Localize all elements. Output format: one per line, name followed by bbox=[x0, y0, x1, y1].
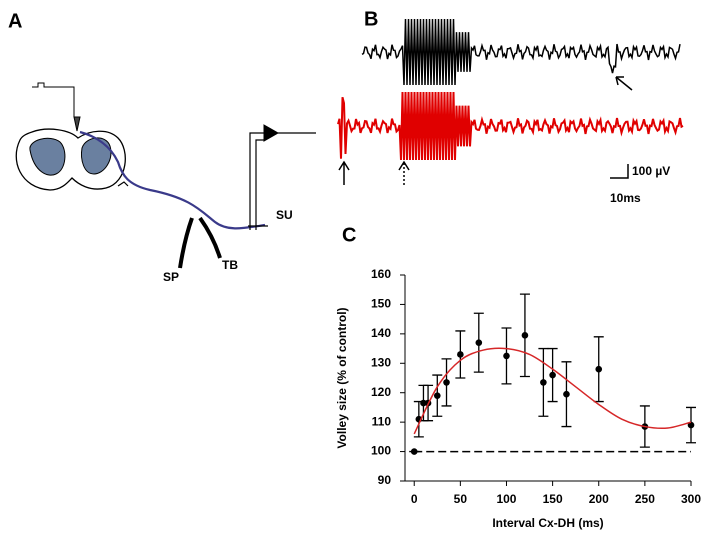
panel-label: A bbox=[8, 10, 22, 32]
x-tick-label: 150 bbox=[543, 492, 563, 506]
data-point bbox=[475, 339, 483, 346]
data-point bbox=[410, 448, 418, 455]
y-tick-label: 90 bbox=[378, 473, 392, 487]
data-point bbox=[443, 379, 450, 386]
trace bbox=[337, 91, 684, 161]
data-point bbox=[540, 379, 547, 386]
data-point bbox=[457, 351, 464, 358]
nerve-label: SU bbox=[276, 208, 293, 222]
y-tick-label: 110 bbox=[372, 414, 392, 428]
x-tick-label: 200 bbox=[589, 492, 609, 506]
x-tick-label: 100 bbox=[496, 492, 516, 506]
x-tick-label: 0 bbox=[411, 492, 418, 506]
fit-line bbox=[413, 347, 692, 435]
nerve-label: TB bbox=[222, 258, 238, 272]
data-point bbox=[687, 421, 695, 429]
panel-label: B bbox=[364, 8, 378, 30]
scale-label: 100 µV bbox=[632, 164, 670, 178]
data-point bbox=[420, 399, 427, 407]
y-tick-label: 120 bbox=[371, 385, 391, 399]
y-tick-label: 100 bbox=[371, 444, 391, 458]
y-tick-label: 160 bbox=[371, 267, 391, 281]
data-point bbox=[549, 371, 556, 379]
data-point bbox=[433, 392, 441, 399]
data-point bbox=[563, 390, 570, 398]
y-tick-label: 150 bbox=[371, 297, 391, 311]
x-tick-label: 50 bbox=[454, 492, 468, 506]
y-tick-label: 130 bbox=[371, 355, 391, 369]
y-tick-label: 140 bbox=[371, 326, 391, 340]
trace bbox=[361, 18, 681, 86]
data-point bbox=[503, 352, 510, 360]
scale-label: 10ms bbox=[610, 191, 641, 205]
x-tick-label: 300 bbox=[681, 492, 701, 506]
data-point bbox=[521, 332, 529, 339]
y-axis-label: Volley size (% of control) bbox=[335, 307, 349, 448]
nerve-label: SP bbox=[163, 270, 179, 284]
panel-label: C bbox=[342, 224, 356, 246]
data-point bbox=[595, 365, 603, 373]
arrows bbox=[338, 76, 633, 185]
x-axis-label: Interval Cx-DH (ms) bbox=[492, 516, 603, 530]
spinal-diagram bbox=[15, 82, 316, 269]
x-tick-label: 250 bbox=[635, 492, 655, 506]
